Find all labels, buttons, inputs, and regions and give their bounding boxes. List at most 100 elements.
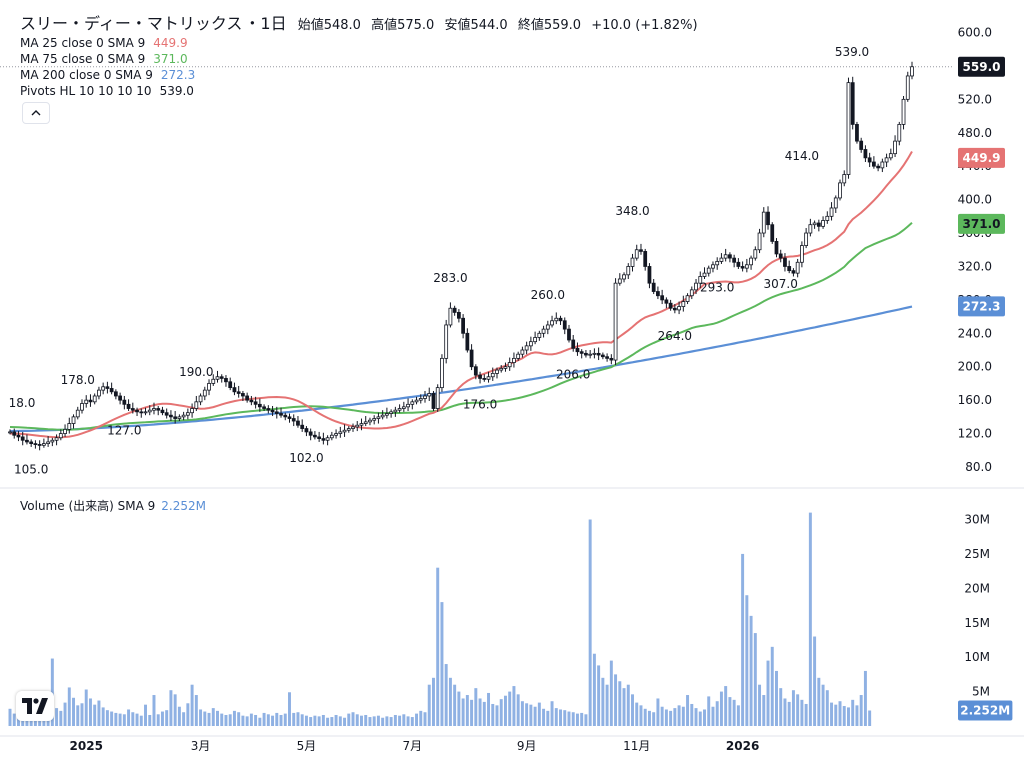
- volume-bar: [762, 695, 766, 726]
- volume-bar: [825, 690, 829, 726]
- candle-body: [787, 266, 792, 272]
- volume-bar: [347, 713, 351, 726]
- candle-body: [507, 362, 512, 368]
- price-badge-label: 559.0: [963, 60, 1001, 74]
- candle-body: [423, 395, 427, 399]
- price-tick-label: 200.0: [958, 360, 992, 374]
- candle-body: [736, 261, 741, 267]
- volume-bar: [846, 707, 850, 726]
- indicator-pivots[interactable]: Pivots HL 10 10 10 10 539.0: [20, 84, 194, 98]
- volume-bar: [186, 703, 190, 726]
- volume-bar: [427, 684, 431, 726]
- candle-body: [75, 409, 80, 418]
- candle-body: [588, 353, 593, 356]
- candle-body: [812, 222, 817, 226]
- tradingview-logo-icon[interactable]: [16, 691, 54, 721]
- volume-bar: [224, 714, 228, 726]
- volume-bar: [228, 714, 232, 726]
- price-badge-label: 371.0: [963, 217, 1001, 231]
- candle-body: [8, 431, 12, 434]
- volume-bar: [355, 714, 359, 726]
- volume-bar: [110, 711, 114, 726]
- candle-body: [711, 264, 715, 269]
- ma25-line: [9, 150, 913, 439]
- candle-body: [579, 351, 584, 354]
- volume-bar: [182, 712, 186, 726]
- volume-bar: [232, 710, 236, 726]
- volume-bar: [508, 691, 512, 726]
- time-axis-label: 3月: [191, 739, 211, 753]
- candle-body: [50, 439, 55, 443]
- candle-body: [457, 312, 461, 319]
- price-badges: 559.0 449.9 371.0 272.3 2.252M: [958, 56, 1013, 721]
- candle-body: [342, 429, 347, 433]
- pivot-label: 293.0: [700, 280, 734, 294]
- volume-bar: [868, 710, 872, 726]
- volume-bar: [791, 690, 795, 726]
- volume-bar: [148, 714, 152, 726]
- volume-bar: [724, 686, 728, 726]
- candle-body: [537, 332, 542, 338]
- volume-bar: [254, 714, 258, 726]
- volume-bar: [190, 684, 194, 726]
- volume-bar: [694, 708, 698, 726]
- volume-bar: [626, 684, 630, 726]
- candle-body: [211, 378, 216, 384]
- candle-body: [528, 341, 533, 347]
- volume-bar: [631, 694, 634, 726]
- volume-bar: [423, 712, 427, 726]
- price-tick-label: 80.0: [965, 460, 992, 474]
- candle-body: [20, 436, 25, 441]
- volume-bar: [542, 708, 546, 726]
- candle-body: [715, 261, 720, 266]
- candle-body: [389, 411, 394, 414]
- volume-bar: [105, 710, 109, 726]
- pivot-label: 283.0: [433, 271, 467, 285]
- volume-bar: [364, 714, 368, 726]
- indicator-ma75-value: 371.0: [153, 52, 188, 66]
- time-axis-label: 9月: [517, 739, 537, 753]
- candle-body: [363, 421, 368, 424]
- volume-bar: [288, 692, 291, 726]
- volume-bar: [448, 677, 452, 726]
- candle-body: [346, 428, 351, 431]
- volume-tick-label: 20M: [964, 581, 990, 595]
- volume-bar: [321, 714, 325, 726]
- volume-bar: [732, 699, 736, 726]
- volume-bar: [406, 716, 410, 726]
- price-badge: [958, 296, 1005, 317]
- volume-bar: [529, 704, 533, 726]
- indicator-ma75[interactable]: MA 75 close 0 SMA 9 371.0: [20, 52, 188, 66]
- price-tick-label: 400.0: [958, 193, 992, 207]
- volume-bar: [609, 660, 613, 726]
- interval-label[interactable]: 1日: [260, 14, 287, 33]
- indicator-ma25[interactable]: MA 25 close 0 SMA 9 449.9: [20, 36, 188, 50]
- candle-body: [444, 324, 449, 359]
- symbol-title[interactable]: スリー・ディー・マトリックス: [20, 14, 243, 33]
- volume-legend[interactable]: Volume (出来高) SMA 9 2.252M: [20, 499, 206, 513]
- candle-body: [12, 431, 17, 436]
- candle-body: [92, 395, 97, 403]
- volume-bar: [292, 712, 296, 726]
- volume-bar: [554, 708, 558, 726]
- volume-bar: [84, 689, 88, 726]
- volume-bar: [16, 716, 20, 726]
- volume-bar: [444, 664, 448, 726]
- chevron-up-icon[interactable]: [22, 102, 50, 124]
- volume-bar: [575, 713, 579, 726]
- volume-bar: [245, 716, 249, 726]
- indicator-ma200[interactable]: MA 200 close 0 SMA 9 272.3: [20, 68, 196, 82]
- volume-legend-value: 2.252M: [161, 499, 206, 513]
- candle-body: [224, 378, 228, 383]
- volume-bar: [639, 705, 643, 726]
- volume-bar: [241, 715, 245, 726]
- candle-body: [698, 276, 703, 284]
- candle-body: [740, 266, 745, 269]
- candle-body: [863, 149, 868, 159]
- volume-bar: [360, 715, 363, 726]
- volume-bar: [211, 708, 215, 726]
- candle-body: [516, 353, 521, 359]
- candle-body: [109, 388, 114, 393]
- indicator-ma200-value: 272.3: [160, 68, 196, 82]
